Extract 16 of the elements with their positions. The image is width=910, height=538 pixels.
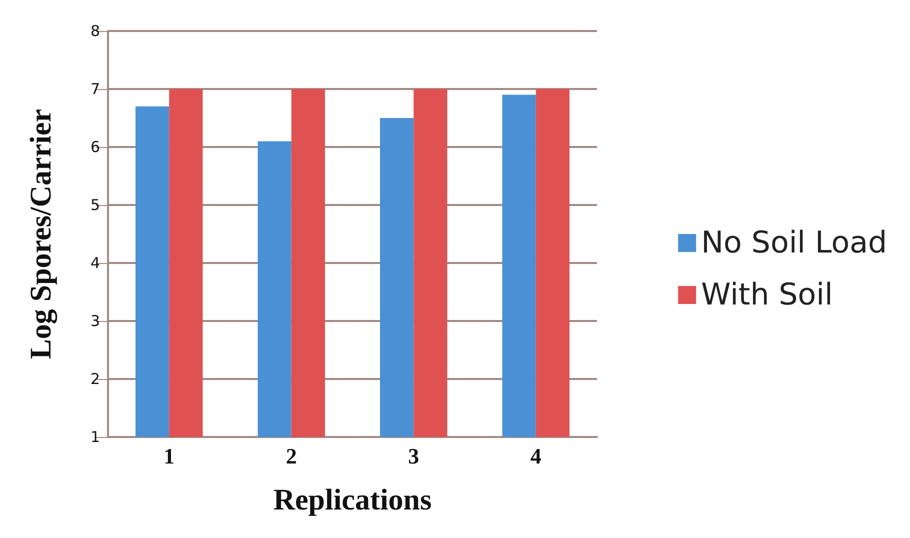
- x-tick-label: 4: [530, 444, 542, 468]
- y-tick-label: 1: [90, 428, 100, 446]
- y-axis-title: Log Spores/Carrier: [24, 108, 58, 360]
- y-tick-label: 3: [90, 312, 100, 330]
- y-tick-label: 6: [90, 138, 100, 156]
- y-tick-label: 7: [90, 80, 100, 98]
- x-axis-title: Replications: [273, 484, 432, 516]
- y-tick-label: 8: [90, 22, 100, 40]
- y-tick-label: 5: [90, 196, 100, 214]
- x-tick-label: 3: [408, 444, 420, 468]
- x-tick-label: 2: [286, 444, 297, 468]
- legend-label: With Soil: [701, 278, 833, 312]
- x-tick-label: 1: [164, 444, 175, 468]
- y-tick-label: 2: [90, 370, 100, 388]
- legend-label: No Soil Load: [701, 226, 888, 260]
- y-tick-label: 4: [90, 254, 100, 272]
